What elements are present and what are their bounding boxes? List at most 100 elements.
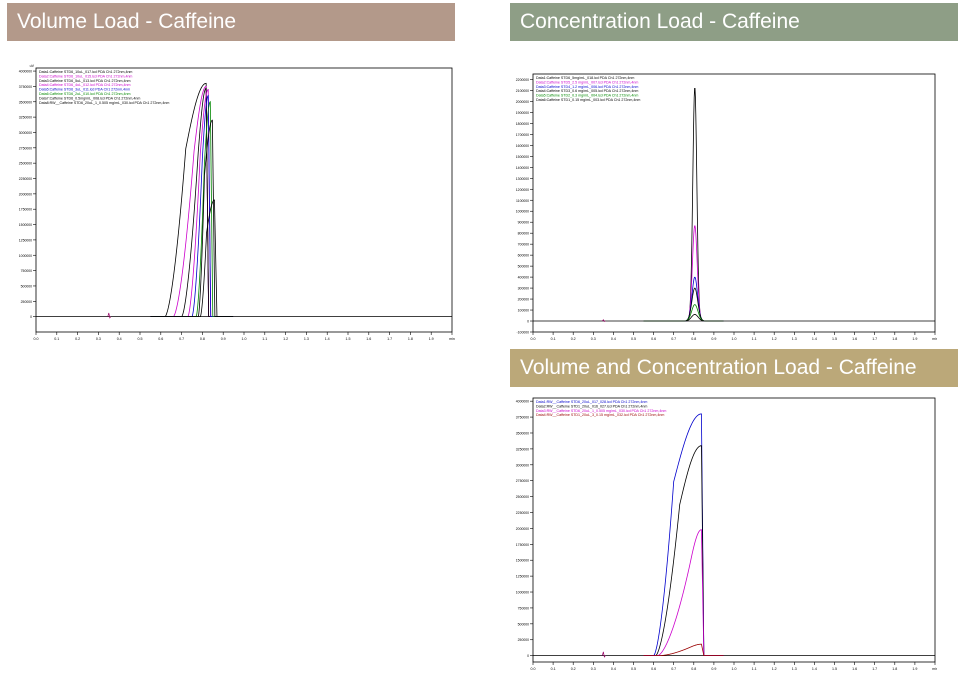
y-tick-label: 500000: [518, 265, 529, 269]
x-tick-label: 0.3: [96, 337, 101, 341]
x-tick-label: 1.1: [752, 667, 757, 671]
y-tick-label: -100000: [517, 331, 530, 335]
x-tick-label: 0.6: [158, 337, 163, 341]
injection-artifact: [602, 319, 606, 322]
volume-concentration-load-chart: 4000000 3750000 3500000 3250000 3000000 27500…: [507, 392, 937, 674]
x-tick-label: 1.0: [732, 667, 737, 671]
legend-entry-2: Data2:RW__Caffeine STD1_20uL_016_027.lcd…: [536, 404, 647, 408]
y-tick-label: 4000000: [19, 70, 32, 74]
y-tick-label: 400000: [518, 276, 529, 280]
series-line-1: [643, 413, 724, 657]
y-tick-label: 2750000: [516, 479, 529, 483]
x-tick-label: 1.7: [872, 337, 877, 341]
y-tick-label: 1000000: [516, 210, 529, 214]
plot-frame: [532, 397, 936, 663]
x-tick-label: 1.7: [872, 667, 877, 671]
y-tick-label: 2750000: [19, 146, 32, 150]
x-tick-label: 0.4: [611, 337, 616, 341]
x-tick-label: 0.5: [138, 337, 143, 341]
series-line-3: [643, 276, 724, 322]
x-tick-label: 1.3: [792, 337, 797, 341]
y-tick-label: 500000: [21, 284, 32, 288]
volume-concentration-load-banner: Volume and Concentration Load - Caffeine: [510, 349, 958, 387]
y-tick-label: 1250000: [19, 238, 32, 242]
y-tick-label: 1250000: [516, 575, 529, 579]
x-tick-label: 0.4: [611, 667, 616, 671]
y-tick-label: 1500000: [19, 223, 32, 227]
legend-entry-3: Data3:RW__Caffeine STD6_20uL_1_0.505 mg/…: [536, 409, 666, 413]
concentration-load-chart: 2200000 2100000 2000000 1900000 1800000 17000…: [507, 70, 937, 344]
x-tick-label: 0.8: [691, 337, 696, 341]
x-tick-label: 1.2: [772, 667, 777, 671]
x-tick-label: 1.2: [772, 337, 777, 341]
y-tick-label: 800000: [518, 232, 529, 236]
y-tick-label: 3500000: [19, 100, 32, 104]
y-tick-label: 200000: [518, 298, 529, 302]
series-line-3: [643, 529, 724, 657]
legend-entry-6: Data6:Caffeine STD1_0.15 mg/mL_003.lcd P…: [536, 98, 640, 102]
y-tick-label: 3500000: [516, 431, 529, 435]
legend-entry-5: Data5:Caffeine STD6_3uL_011.lcd PDA Ch1 …: [39, 88, 130, 92]
y-tick-label: 2500000: [19, 162, 32, 166]
x-tick-label: 0.5: [631, 337, 636, 341]
legend-entry-7: Data7:Caffeine STD6_0.5mg/mL_008.lcd PDA…: [39, 96, 140, 100]
plot-frame: [35, 67, 453, 333]
x-tick-label: min: [932, 337, 937, 341]
x-tick-label: 0.6: [651, 337, 656, 341]
y-tick-label: 2100000: [516, 89, 529, 93]
x-tick-label: 0.9: [221, 337, 226, 341]
y-tick-label: 1750000: [516, 543, 529, 547]
volume-concentration-load-chromatogram: 4000000 3750000 3500000 3250000 3000000 27500…: [516, 397, 937, 671]
legend-entry-3: Data3:Caffeine STD6_5uL_013.lcd PDA Ch1 …: [39, 79, 130, 83]
x-tick-label: 0.6: [651, 667, 656, 671]
y-tick-label: 250000: [518, 638, 529, 642]
x-tick-label: 1.9: [912, 667, 917, 671]
volume-load-title: Volume Load - Caffeine: [17, 10, 237, 33]
volume-load-banner: Volume Load - Caffeine: [7, 3, 455, 41]
x-tick-label: 1.5: [832, 337, 837, 341]
x-tick-label: 0.9: [711, 667, 716, 671]
x-tick-label: 1.8: [408, 337, 413, 341]
x-tick-label: 0.0: [531, 667, 536, 671]
y-tick-label: 600000: [518, 254, 529, 258]
volume-load-chromatogram: 4000000 3750000 3500000 3250000 3000000 27500…: [19, 64, 455, 341]
legend-entry-2: Data2:Caffeine STD5_2.5 mg/mL_007.lcd PD…: [536, 80, 638, 84]
x-tick-label: 1.4: [812, 337, 817, 341]
y-tick-label: 3750000: [19, 85, 32, 89]
legend-entry-4: Data4:Caffeine STD6_4uL_012.lcd PDA Ch1 …: [39, 83, 130, 87]
concentration-load-banner: Concentration Load - Caffeine: [510, 3, 958, 41]
x-tick-label: 1.3: [304, 337, 309, 341]
y-tick-label: 900000: [518, 221, 529, 225]
legend-entry-4: Data4:Caffeine STD3_0.6 mg/mL_005.lcd PD…: [536, 89, 638, 93]
series-line-2: [643, 445, 724, 657]
y-tick-label: 1300000: [516, 177, 529, 181]
x-tick-label: 1.5: [832, 667, 837, 671]
y-tick-label: 2250000: [19, 177, 32, 181]
volume-load-chart: 4000000 3750000 3500000 3250000 3000000 27500…: [6, 62, 456, 344]
x-tick-label: 1.6: [852, 337, 857, 341]
concentration-load-title: Concentration Load - Caffeine: [520, 10, 800, 33]
series-line-4: [150, 88, 234, 318]
y-tick-label: 4000000: [516, 400, 529, 404]
x-tick-label: 1.7: [387, 337, 392, 341]
y-tick-label: 0: [527, 320, 529, 324]
y-tick-label: 3250000: [516, 447, 529, 451]
x-tick-label: 0.1: [551, 337, 556, 341]
y-tick-label: 100000: [518, 309, 529, 313]
legend-entry-8: Data8:RW__Caffeine STD6_20uL_1_0.505 mg/…: [39, 101, 169, 105]
volume-concentration-load-title: Volume and Concentration Load - Caffeine: [520, 356, 917, 379]
legend-entry-4: Data4:RW__Caffeine STD1_20uL_3_0.15 mg/m…: [536, 413, 664, 417]
series-line-1: [150, 82, 234, 318]
x-tick-label: 0.7: [671, 337, 676, 341]
x-tick-label: 0.2: [571, 337, 576, 341]
y-tick-label: 3250000: [19, 116, 32, 120]
y-tick-label: 250000: [21, 300, 32, 304]
x-tick-label: 0.3: [591, 667, 596, 671]
concentration-load-chromatogram: 2200000210000020000001900000180000017000…: [516, 73, 937, 341]
series-line-1: [643, 87, 724, 322]
y-tick-label: 1600000: [516, 144, 529, 148]
x-tick-label: 0.8: [691, 667, 696, 671]
x-tick-label: 1.4: [325, 337, 330, 341]
y-tick-label: 1500000: [516, 559, 529, 563]
series-line-8: [150, 199, 234, 318]
